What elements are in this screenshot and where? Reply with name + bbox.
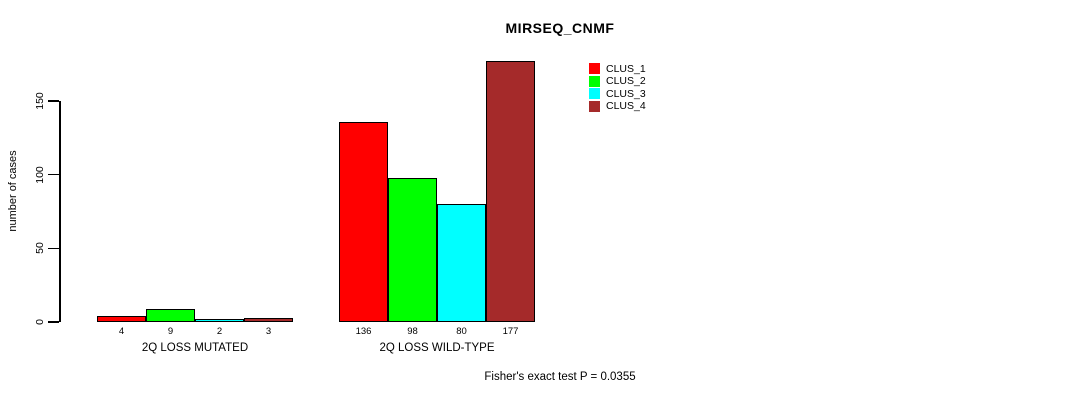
y-axis-tick bbox=[48, 321, 59, 323]
legend-swatch-clus_1 bbox=[589, 63, 600, 74]
bar-value-label: 98 bbox=[407, 326, 418, 337]
bar-clus_3-wildtype bbox=[437, 204, 486, 322]
legend-label-clus_1: CLUS_1 bbox=[606, 62, 646, 75]
legend-label-clus_3: CLUS_3 bbox=[606, 87, 646, 100]
y-axis-tick bbox=[48, 247, 59, 250]
y-axis-title: number of cases bbox=[7, 150, 19, 232]
bar-clus_1-wildtype bbox=[339, 121, 388, 322]
y-axis-tick bbox=[48, 173, 59, 176]
y-axis-tick-label: 50 bbox=[34, 242, 46, 255]
bar-clus_2-wildtype bbox=[388, 177, 437, 322]
bar-value-label: 177 bbox=[502, 326, 519, 337]
bar-value-label: 136 bbox=[355, 326, 372, 337]
bar-clus_1-mutated bbox=[97, 316, 146, 322]
y-axis-tick-label: 150 bbox=[34, 92, 46, 110]
bar-clus_2-mutated bbox=[146, 308, 195, 322]
legend-label-clus_4: CLUS_4 bbox=[606, 100, 646, 113]
chart-title: MIRSEQ_CNMF bbox=[505, 20, 615, 36]
y-axis-tick bbox=[48, 100, 59, 102]
group-label: 2Q LOSS MUTATED bbox=[141, 342, 249, 354]
fisher-test-annotation: Fisher's exact test P = 0.0355 bbox=[484, 371, 636, 383]
bar-clus_3-mutated bbox=[195, 319, 244, 322]
y-axis-tick-label: 100 bbox=[34, 165, 46, 184]
bar-value-label: 4 bbox=[118, 326, 125, 337]
bar-value-label: 80 bbox=[456, 326, 467, 337]
bar-clus_4-wildtype bbox=[486, 61, 535, 322]
bar-value-label: 3 bbox=[265, 326, 272, 337]
group-label: 2Q LOSS WILD-TYPE bbox=[379, 342, 495, 354]
bar-clus_4-mutated bbox=[244, 317, 293, 322]
legend-swatch-clus_3 bbox=[589, 88, 600, 100]
legend-label-clus_2: CLUS_2 bbox=[606, 75, 646, 88]
bar-value-label: 2 bbox=[216, 326, 223, 337]
y-axis-tick-label: 0 bbox=[34, 319, 46, 325]
bar-value-label: 9 bbox=[167, 326, 174, 337]
y-axis-line bbox=[59, 101, 61, 322]
legend-swatch-clus_2 bbox=[589, 75, 600, 87]
legend-swatch-clus_4 bbox=[589, 100, 600, 112]
